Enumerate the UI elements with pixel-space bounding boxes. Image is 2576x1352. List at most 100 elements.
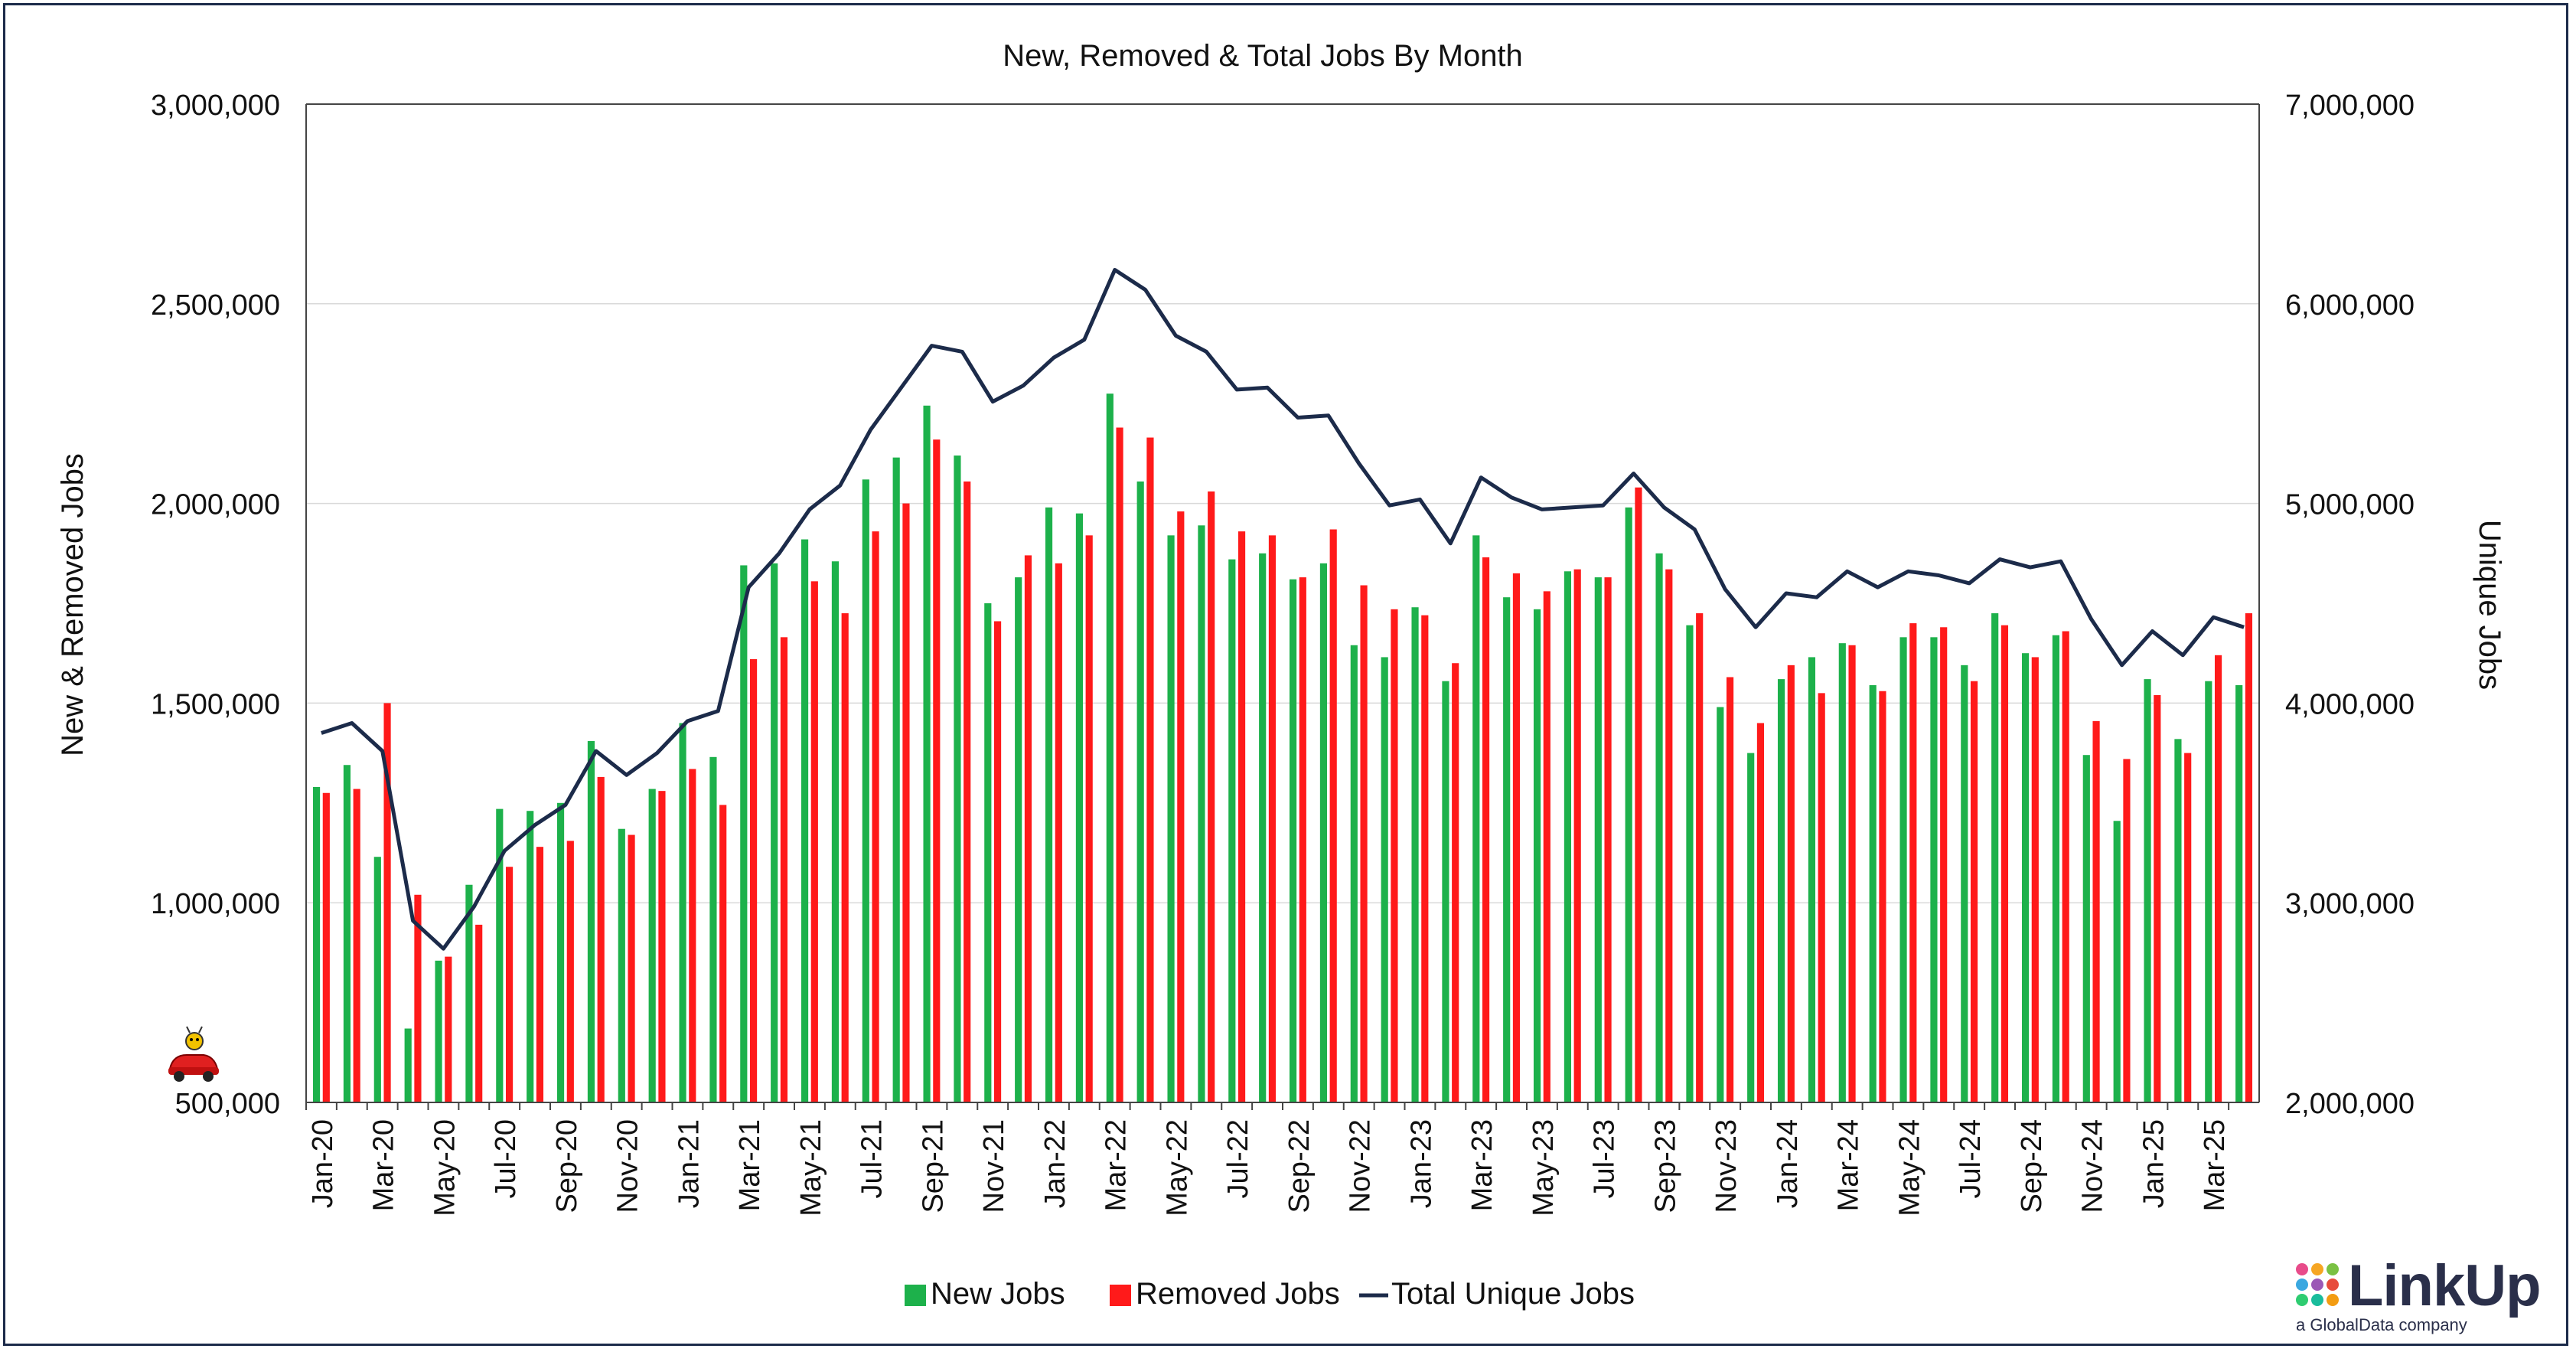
x-tick-label-nov-20: Nov-20 bbox=[612, 1119, 644, 1213]
bar-new-jobs-nov-21 bbox=[984, 603, 992, 1102]
bar-removed-jobs-aug-21 bbox=[902, 503, 910, 1102]
x-tick-label-jul-22: Jul-22 bbox=[1222, 1119, 1254, 1199]
bar-removed-jobs-oct-20 bbox=[597, 776, 605, 1102]
x-tick-label-mar-20: Mar-20 bbox=[368, 1119, 400, 1211]
bar-new-jobs-jul-23 bbox=[1594, 577, 1602, 1102]
bar-new-jobs-nov-22 bbox=[1350, 645, 1358, 1102]
bar-removed-jobs-apr-22 bbox=[1146, 437, 1154, 1102]
right-tick-label: 7,000,000 bbox=[2285, 90, 2415, 122]
x-tick-label-mar-23: Mar-23 bbox=[1466, 1119, 1498, 1211]
bar-removed-jobs-dec-21 bbox=[1024, 555, 1032, 1102]
bar-removed-jobs-dec-23 bbox=[1756, 723, 1765, 1102]
bar-new-jobs-jun-24 bbox=[1930, 637, 1938, 1102]
bar-removed-jobs-dec-24 bbox=[2123, 759, 2131, 1102]
bar-removed-jobs-sep-21 bbox=[933, 439, 941, 1102]
bar-new-jobs-jun-21 bbox=[831, 561, 840, 1102]
right-tick-label: 2,000,000 bbox=[2285, 1088, 2415, 1120]
bar-new-jobs-jan-23 bbox=[1411, 607, 1419, 1102]
x-tick-label-nov-23: Nov-23 bbox=[1710, 1119, 1743, 1213]
bar-new-jobs-sep-21 bbox=[923, 405, 931, 1102]
bar-removed-jobs-sep-20 bbox=[566, 841, 574, 1102]
bar-removed-jobs-jun-21 bbox=[841, 613, 849, 1102]
bar-new-jobs-sep-22 bbox=[1289, 579, 1297, 1102]
x-tick-label-sep-22: Sep-22 bbox=[1283, 1119, 1316, 1213]
bar-removed-jobs-jun-20 bbox=[475, 924, 483, 1102]
logo-dot bbox=[2311, 1294, 2323, 1306]
x-tick-label-nov-24: Nov-24 bbox=[2077, 1119, 2109, 1213]
x-tick-label-jul-23: Jul-23 bbox=[1589, 1119, 1621, 1199]
chart-frame bbox=[3, 3, 2568, 1346]
bar-new-jobs-aug-21 bbox=[892, 457, 900, 1102]
x-tick-label-nov-22: Nov-22 bbox=[1345, 1119, 1377, 1213]
x-tick-label-may-22: May-22 bbox=[1161, 1119, 1193, 1216]
bar-new-jobs-oct-23 bbox=[1686, 625, 1694, 1102]
x-tick-label-jul-24: Jul-24 bbox=[1955, 1119, 1987, 1199]
axes bbox=[305, 103, 2260, 1103]
x-tick-label-jul-21: Jul-21 bbox=[856, 1119, 889, 1199]
logo-dot bbox=[2311, 1263, 2323, 1275]
bar-new-jobs-sep-20 bbox=[556, 802, 565, 1102]
bar-removed-jobs-may-21 bbox=[810, 581, 818, 1102]
bar-new-jobs-jul-20 bbox=[496, 808, 504, 1102]
left-tick-label: 3,000,000 bbox=[151, 90, 280, 122]
bar-removed-jobs-mar-23 bbox=[1482, 557, 1490, 1102]
bar-new-jobs-mar-25 bbox=[2205, 681, 2212, 1102]
x-axis-ticks: Jan-20 Mar-20 May-20 Jul-20 Sep-20 Nov-20 Jan-… bbox=[305, 1102, 2231, 1216]
bar-removed-jobs-jan-22 bbox=[1055, 563, 1062, 1102]
bar-removed-jobs-mar-22 bbox=[1116, 427, 1123, 1102]
linkup-logo: LinkUp a GlobalData company bbox=[2293, 1252, 2568, 1337]
bar-new-jobs-jan-20 bbox=[312, 786, 321, 1102]
bar-removed-jobs-jan-23 bbox=[1421, 615, 1429, 1102]
x-tick-label-mar-22: Mar-22 bbox=[1101, 1119, 1133, 1211]
bar-removed-jobs-jan-21 bbox=[689, 769, 696, 1102]
right-tick-label: 3,000,000 bbox=[2285, 888, 2415, 920]
bar-removed-jobs-jan-24 bbox=[1787, 665, 1795, 1102]
bar-removed-jobs-sep-23 bbox=[1665, 569, 1673, 1102]
bar-removed-jobs-oct-23 bbox=[1696, 613, 1704, 1102]
left-tick-label: 1,500,000 bbox=[151, 688, 280, 720]
bar-new-jobs-aug-22 bbox=[1259, 553, 1267, 1102]
left-tick-label: 2,000,000 bbox=[151, 489, 280, 521]
bar-removed-jobs-aug-22 bbox=[1268, 535, 1277, 1102]
bar-removed-jobs-feb-24 bbox=[1818, 693, 1825, 1102]
bar-removed-jobs-jul-20 bbox=[505, 867, 514, 1102]
bar-removed-jobs-dec-22 bbox=[1391, 609, 1398, 1102]
bar-new-jobs-feb-23 bbox=[1442, 681, 1449, 1102]
chart-title: New, Removed & Total Jobs By Month bbox=[1003, 39, 1523, 73]
bar-removed-jobs-jun-23 bbox=[1573, 569, 1581, 1102]
bar-new-jobs-nov-20 bbox=[618, 828, 625, 1102]
bar-new-jobs-mar-23 bbox=[1472, 535, 1480, 1102]
bar-new-jobs-feb-24 bbox=[1808, 657, 1816, 1102]
bar-new-jobs-oct-21 bbox=[954, 456, 961, 1102]
logo-dot bbox=[2311, 1279, 2323, 1291]
bar-removed-jobs-jul-24 bbox=[1970, 681, 1978, 1102]
bar-removed-jobs-apr-21 bbox=[780, 637, 788, 1102]
line-total-unique-jobs bbox=[321, 268, 2245, 951]
bar-removed-jobs-jan-20 bbox=[322, 792, 330, 1102]
bar-new-jobs-mar-20 bbox=[373, 857, 381, 1102]
bar-new-jobs-may-24 bbox=[1899, 637, 1907, 1102]
x-tick-label-may-24: May-24 bbox=[1893, 1119, 1925, 1216]
bar-new-jobs-mar-22 bbox=[1106, 394, 1114, 1102]
bar-removed-jobs-mar-21 bbox=[749, 659, 758, 1102]
left-tick-label: 1,000,000 bbox=[151, 888, 280, 920]
bar-new-jobs-jul-22 bbox=[1228, 559, 1236, 1102]
bar-new-jobs-apr-20 bbox=[404, 1028, 412, 1102]
bar-removed-jobs-oct-21 bbox=[964, 481, 971, 1102]
bar-removed-jobs-jan-25 bbox=[2154, 694, 2161, 1102]
bar-new-jobs-dec-22 bbox=[1381, 657, 1388, 1102]
bar-new-jobs-jun-20 bbox=[465, 884, 473, 1102]
logo-dots-icon bbox=[2296, 1263, 2339, 1306]
bar-removed-jobs-apr-23 bbox=[1512, 573, 1521, 1102]
x-tick-label-sep-20: Sep-20 bbox=[551, 1119, 583, 1213]
bar-removed-jobs-may-20 bbox=[445, 956, 452, 1102]
bar-new-jobs-sep-23 bbox=[1655, 553, 1663, 1102]
bar-removed-jobs-feb-25 bbox=[2184, 753, 2192, 1102]
bar-removed-jobs-aug-23 bbox=[1635, 487, 1642, 1102]
right-tick-label: 4,000,000 bbox=[2285, 688, 2415, 720]
bar-removed-jobs-aug-20 bbox=[536, 847, 544, 1102]
legend-label-new-jobs: New Jobs bbox=[931, 1277, 1065, 1311]
right-tick-label: 5,000,000 bbox=[2285, 489, 2415, 521]
bar-new-jobs-jan-22 bbox=[1045, 507, 1053, 1102]
